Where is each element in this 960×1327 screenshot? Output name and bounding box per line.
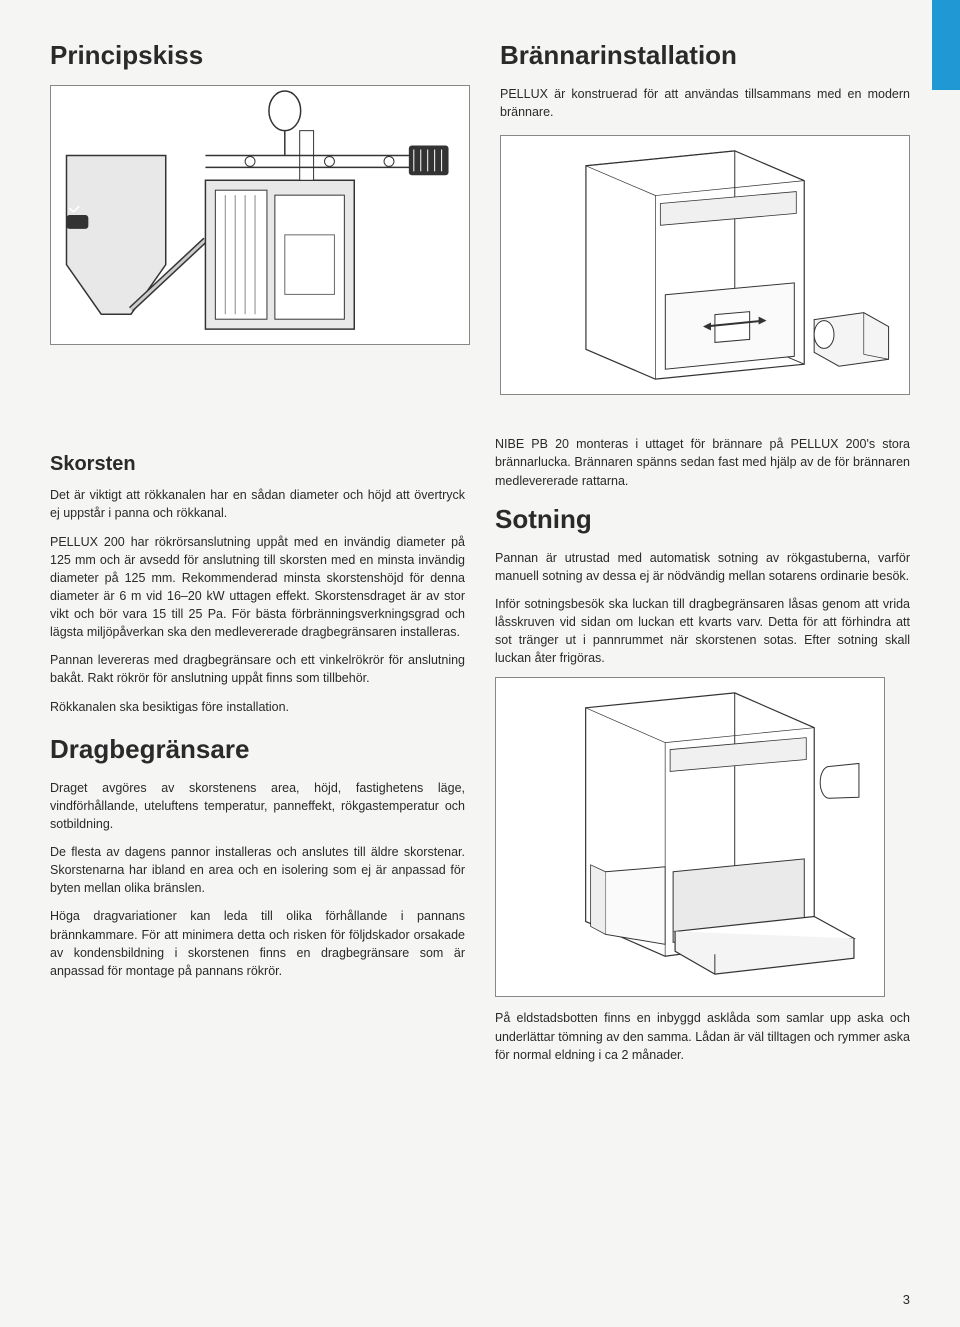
drag-title: Dragbegränsare <box>50 734 465 765</box>
ash-drawer-diagram <box>495 677 885 997</box>
drag-p2: De flesta av dagens pannor installeras o… <box>50 843 465 897</box>
skorsten-p2: PELLUX 200 har rökrörsanslutning uppåt m… <box>50 533 465 642</box>
brannarinstallation-block: Brännarinstallation PELLUX är konstruera… <box>500 40 910 395</box>
skorsten-p1: Det är viktigt att rökkanalen har en såd… <box>50 486 465 522</box>
skorsten-p3: Pannan levereras med dragbegränsare och … <box>50 651 465 687</box>
brannar-intro: PELLUX är konstruerad för att användas t… <box>500 85 910 121</box>
skorsten-p4: Rökkanalen ska besiktigas före installat… <box>50 698 465 716</box>
side-tab <box>932 0 960 90</box>
bottom-text: På eldstadsbotten finns en inbyggd asklå… <box>495 1009 910 1063</box>
left-column: Skorsten Det är viktigt att rökkanalen h… <box>50 435 465 1074</box>
principskiss-diagram <box>50 85 470 345</box>
sotning-p1: Pannan är utrustad med automatisk sotnin… <box>495 549 910 585</box>
drag-p3: Höga dragvariationer kan leda till olika… <box>50 907 465 980</box>
boiler-burner-diagram <box>500 135 910 395</box>
principskiss-block: Principskiss <box>50 40 470 395</box>
principskiss-title: Principskiss <box>50 40 470 71</box>
drag-p1: Draget avgöres av skorstenens area, höjd… <box>50 779 465 833</box>
sotning-title: Sotning <box>495 504 910 535</box>
skorsten-title: Skorsten <box>50 453 465 476</box>
right-column: NIBE PB 20 monteras i uttaget för bränna… <box>495 435 910 1074</box>
nibe-text: NIBE PB 20 monteras i uttaget för bränna… <box>495 435 910 489</box>
page-number: 3 <box>903 1292 910 1307</box>
body-columns: Skorsten Det är viktigt att rökkanalen h… <box>50 435 910 1074</box>
sotning-p2: Inför sotningsbesök ska luckan till drag… <box>495 595 910 668</box>
top-section: Principskiss <box>50 40 910 395</box>
brannar-title: Brännarinstallation <box>500 40 910 71</box>
